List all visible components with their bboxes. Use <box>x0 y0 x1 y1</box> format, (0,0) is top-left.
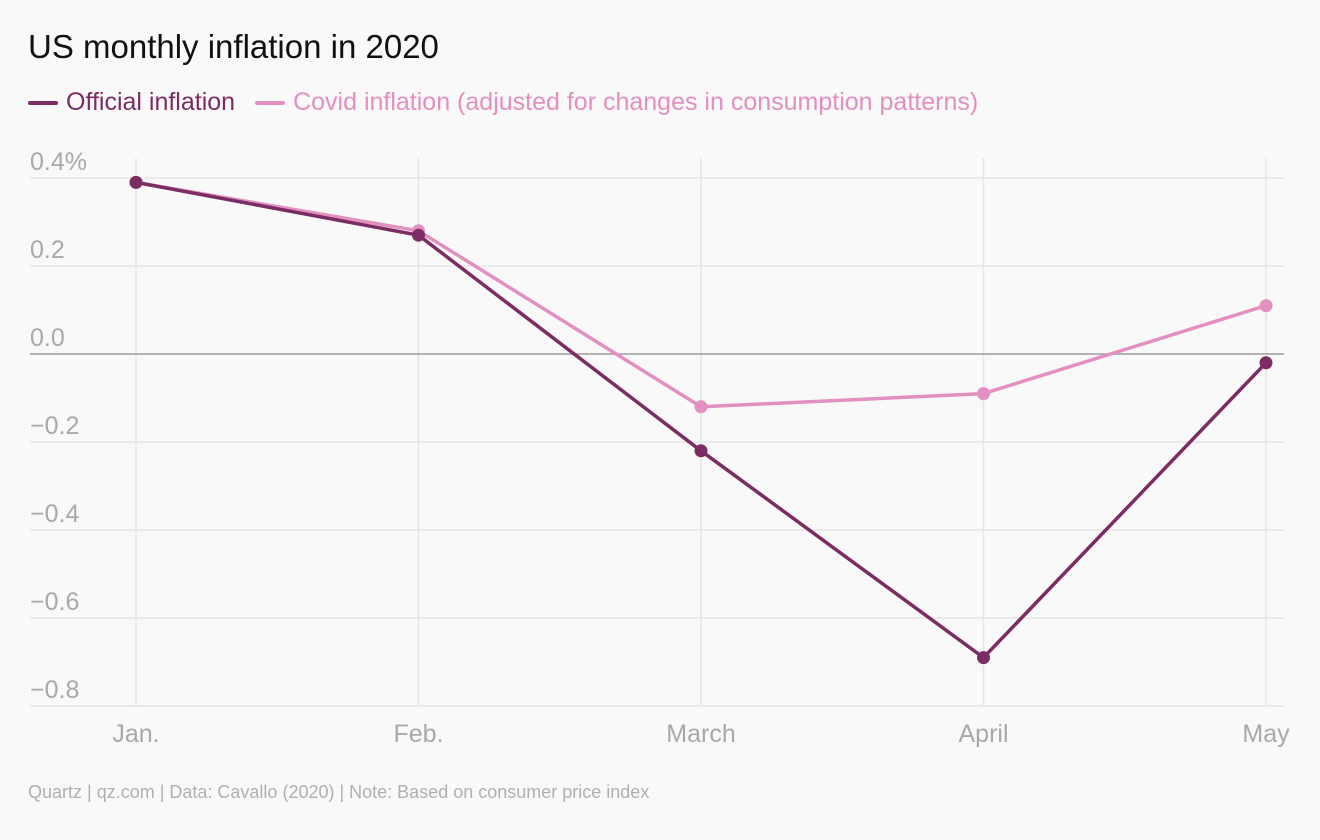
covid-inflation-point <box>977 387 990 401</box>
x-tick-label: Jan. <box>112 720 159 748</box>
legend-swatch-official <box>28 100 58 105</box>
y-tick-label: −0.8 <box>30 676 79 704</box>
y-tick-label: 0.0 <box>30 324 65 352</box>
covid-inflation-point <box>694 400 708 414</box>
x-tick-label: March <box>666 720 735 748</box>
y-tick-label: −0.4 <box>30 500 79 528</box>
official-inflation-point <box>977 651 990 665</box>
covid-inflation-point <box>1259 299 1273 313</box>
chart-title: US monthly inflation in 2020 <box>28 28 439 65</box>
y-tick-label: −0.2 <box>30 412 79 440</box>
legend: Official inflation Covid inflation (adju… <box>28 88 998 117</box>
official-inflation-point <box>412 228 425 242</box>
official-inflation-point <box>129 175 143 189</box>
legend-swatch-covid <box>255 100 286 105</box>
legend-label-covid: Covid inflation (adjusted for changes in… <box>293 88 979 116</box>
y-tick-label: −0.6 <box>30 588 79 616</box>
x-tick-label: April <box>958 720 1008 748</box>
x-tick-label: Feb. <box>393 720 443 748</box>
x-tick-label: May <box>1242 720 1290 748</box>
source-note: Quartz | qz.com | Data: Cavallo (2020) |… <box>28 782 650 802</box>
legend-item-official: Official inflation <box>28 88 235 117</box>
y-tick-label: 0.4% <box>30 148 87 176</box>
official-inflation-point <box>694 444 708 458</box>
y-tick-label: 0.2 <box>30 236 65 264</box>
legend-label-official: Official inflation <box>66 88 236 116</box>
official-inflation-point <box>1259 356 1273 370</box>
legend-item-covid: Covid inflation (adjusted for changes in… <box>255 88 978 117</box>
